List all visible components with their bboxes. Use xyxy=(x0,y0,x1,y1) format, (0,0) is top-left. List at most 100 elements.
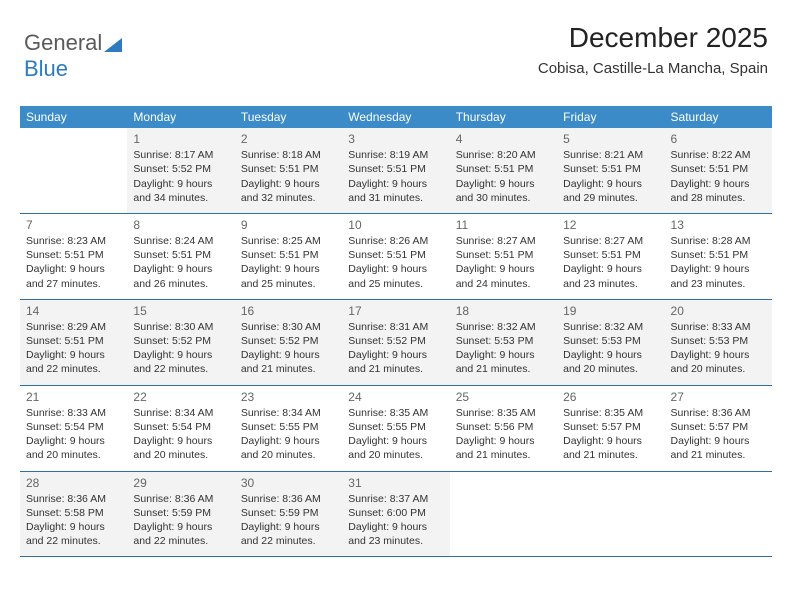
daylight-line: Daylight: 9 hours and 20 minutes. xyxy=(348,434,443,462)
day-number: 22 xyxy=(133,389,228,405)
daylight-line: Daylight: 9 hours and 29 minutes. xyxy=(563,177,658,205)
sunset-line: Sunset: 5:56 PM xyxy=(456,420,551,434)
calendar-row: 1Sunrise: 8:17 AMSunset: 5:52 PMDaylight… xyxy=(20,128,772,213)
day-number: 27 xyxy=(671,389,766,405)
weekday-header: Wednesday xyxy=(342,106,449,128)
daylight-line: Daylight: 9 hours and 20 minutes. xyxy=(133,434,228,462)
day-number: 10 xyxy=(348,217,443,233)
sunrise-line: Sunrise: 8:35 AM xyxy=(563,406,658,420)
sunset-line: Sunset: 5:51 PM xyxy=(241,248,336,262)
sunrise-line: Sunrise: 8:17 AM xyxy=(133,148,228,162)
calendar-cell: 17Sunrise: 8:31 AMSunset: 5:52 PMDayligh… xyxy=(342,299,449,385)
calendar-cell: 21Sunrise: 8:33 AMSunset: 5:54 PMDayligh… xyxy=(20,385,127,471)
daylight-line: Daylight: 9 hours and 23 minutes. xyxy=(563,262,658,290)
sunrise-line: Sunrise: 8:28 AM xyxy=(671,234,766,248)
day-number: 2 xyxy=(241,131,336,147)
sunrise-line: Sunrise: 8:34 AM xyxy=(241,406,336,420)
sunset-line: Sunset: 5:51 PM xyxy=(456,162,551,176)
daylight-line: Daylight: 9 hours and 21 minutes. xyxy=(671,434,766,462)
day-number: 20 xyxy=(671,303,766,319)
page-title: December 2025 xyxy=(538,22,768,54)
weekday-header: Tuesday xyxy=(235,106,342,128)
sunset-line: Sunset: 5:52 PM xyxy=(348,334,443,348)
sunset-line: Sunset: 5:58 PM xyxy=(26,506,121,520)
calendar-cell: 3Sunrise: 8:19 AMSunset: 5:51 PMDaylight… xyxy=(342,128,449,213)
sunset-line: Sunset: 5:52 PM xyxy=(241,334,336,348)
day-number: 3 xyxy=(348,131,443,147)
sunset-line: Sunset: 5:53 PM xyxy=(671,334,766,348)
calendar-cell: 10Sunrise: 8:26 AMSunset: 5:51 PMDayligh… xyxy=(342,213,449,299)
sunset-line: Sunset: 5:55 PM xyxy=(241,420,336,434)
sunset-line: Sunset: 5:51 PM xyxy=(26,334,121,348)
calendar-row: 14Sunrise: 8:29 AMSunset: 5:51 PM Dayligh… xyxy=(20,299,772,385)
daylight-line: Daylight: 9 hours and 24 minutes. xyxy=(456,262,551,290)
daylight-line: Daylight: 9 hours and 20 minutes. xyxy=(563,348,658,376)
sunrise-line: Sunrise: 8:32 AM xyxy=(456,320,551,334)
calendar-cell-empty xyxy=(665,471,772,557)
calendar-cell: 12Sunrise: 8:27 AMSunset: 5:51 PMDayligh… xyxy=(557,213,664,299)
day-number: 14 xyxy=(26,303,121,319)
calendar-table: SundayMondayTuesdayWednesdayThursdayFrid… xyxy=(20,106,772,557)
sunrise-line: Sunrise: 8:35 AM xyxy=(348,406,443,420)
day-number: 7 xyxy=(26,217,121,233)
day-number: 15 xyxy=(133,303,228,319)
calendar-cell: 20Sunrise: 8:33 AMSunset: 5:53 PMDayligh… xyxy=(665,299,772,385)
day-number: 25 xyxy=(456,389,551,405)
daylight-line: Daylight: 9 hours and 23 minutes. xyxy=(671,262,766,290)
sunrise-line: Sunrise: 8:25 AM xyxy=(241,234,336,248)
calendar-cell: 29Sunrise: 8:36 AMSunset: 5:59 PMDayligh… xyxy=(127,471,234,557)
weekday-header: Sunday xyxy=(20,106,127,128)
day-number: 31 xyxy=(348,475,443,491)
daylight-line: Daylight: 9 hours and 26 minutes. xyxy=(133,262,228,290)
sunrise-line: Sunrise: 8:21 AM xyxy=(563,148,658,162)
daylight-line: Daylight: 9 hours and 30 minutes. xyxy=(456,177,551,205)
calendar-cell: 27Sunrise: 8:36 AMSunset: 5:57 PMDayligh… xyxy=(665,385,772,471)
sunset-line: Sunset: 5:51 PM xyxy=(456,248,551,262)
sunset-line: Sunset: 5:51 PM xyxy=(348,162,443,176)
day-number: 12 xyxy=(563,217,658,233)
sunset-line: Sunset: 5:51 PM xyxy=(671,162,766,176)
daylight-line: Daylight: 9 hours and 34 minutes. xyxy=(133,177,228,205)
daylight-line: Daylight: 9 hours and 22 minutes. xyxy=(133,348,228,376)
daylight-line: Daylight: 9 hours and 27 minutes. xyxy=(26,262,121,290)
sunrise-line: Sunrise: 8:23 AM xyxy=(26,234,121,248)
calendar-cell: 31Sunrise: 8:37 AMSunset: 6:00 PMDayligh… xyxy=(342,471,449,557)
daylight-line: Daylight: 9 hours and 20 minutes. xyxy=(26,434,121,462)
logo-text-2: Blue xyxy=(24,56,68,81)
day-number: 26 xyxy=(563,389,658,405)
daylight-line: Daylight: 9 hours and 32 minutes. xyxy=(241,177,336,205)
calendar-cell-empty xyxy=(557,471,664,557)
calendar-cell: 15Sunrise: 8:30 AMSunset: 5:52 PMDayligh… xyxy=(127,299,234,385)
sunrise-line: Sunrise: 8:22 AM xyxy=(671,148,766,162)
day-number: 5 xyxy=(563,131,658,147)
calendar-cell: 7Sunrise: 8:23 AMSunset: 5:51 PMDaylight… xyxy=(20,213,127,299)
calendar-cell-empty xyxy=(450,471,557,557)
day-number: 8 xyxy=(133,217,228,233)
logo-triangle-icon xyxy=(104,38,122,52)
sunset-line: Sunset: 5:55 PM xyxy=(348,420,443,434)
daylight-line: Daylight: 9 hours and 22 minutes. xyxy=(133,520,228,548)
sunrise-line: Sunrise: 8:30 AM xyxy=(133,320,228,334)
sunset-line: Sunset: 5:59 PM xyxy=(133,506,228,520)
day-number: 19 xyxy=(563,303,658,319)
weekday-header: Monday xyxy=(127,106,234,128)
sunrise-line: Sunrise: 8:31 AM xyxy=(348,320,443,334)
daylight-line: Daylight: 9 hours and 20 minutes. xyxy=(241,434,336,462)
daylight-line: Daylight: 9 hours and 25 minutes. xyxy=(241,262,336,290)
sunset-line: Sunset: 5:53 PM xyxy=(563,334,658,348)
day-number: 13 xyxy=(671,217,766,233)
calendar-row: 7Sunrise: 8:23 AMSunset: 5:51 PMDaylight… xyxy=(20,213,772,299)
sunset-line: Sunset: 5:57 PM xyxy=(563,420,658,434)
sunrise-line: Sunrise: 8:35 AM xyxy=(456,406,551,420)
daylight-line: Daylight: 9 hours and 21 minutes. xyxy=(456,348,551,376)
sunset-line: Sunset: 6:00 PM xyxy=(348,506,443,520)
daylight-line: Daylight: 9 hours and 20 minutes. xyxy=(671,348,766,376)
day-number: 4 xyxy=(456,131,551,147)
sunrise-line: Sunrise: 8:19 AM xyxy=(348,148,443,162)
sunset-line: Sunset: 5:52 PM xyxy=(133,162,228,176)
sunrise-line: Sunrise: 8:20 AM xyxy=(456,148,551,162)
day-number: 16 xyxy=(241,303,336,319)
sunrise-line: Sunrise: 8:29 AM xyxy=(26,320,121,334)
weekday-header: Thursday xyxy=(450,106,557,128)
sunset-line: Sunset: 5:51 PM xyxy=(563,162,658,176)
